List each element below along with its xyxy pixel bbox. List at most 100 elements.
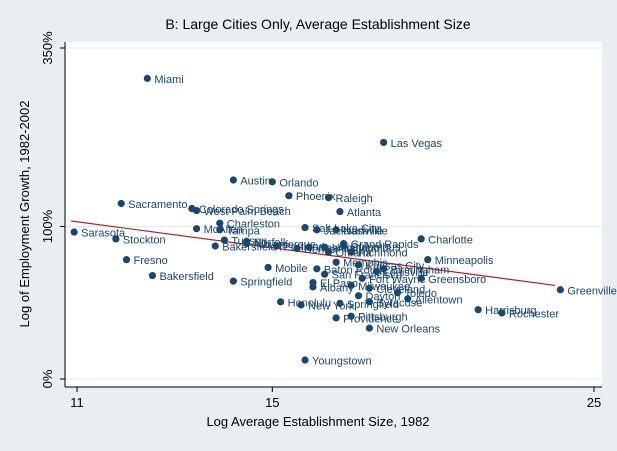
data-point bbox=[474, 306, 482, 314]
point-label: Albany bbox=[320, 282, 354, 294]
point-label: Sacramento bbox=[128, 199, 187, 211]
point-label: Mobile bbox=[275, 263, 307, 275]
y-tick-label: 350% bbox=[40, 31, 55, 65]
point-label: Dayton bbox=[366, 291, 401, 303]
data-point bbox=[372, 267, 381, 276]
data-point bbox=[336, 207, 344, 216]
data-point bbox=[424, 256, 432, 264]
data-point bbox=[264, 263, 272, 272]
point-label: Providence bbox=[343, 313, 398, 325]
data-point bbox=[305, 243, 313, 251]
point-label: Fort Wayne bbox=[369, 274, 425, 286]
data-point bbox=[268, 178, 276, 186]
point-label: Greensboro bbox=[428, 274, 486, 286]
point-label: Springfield bbox=[240, 277, 292, 289]
data-point bbox=[192, 206, 201, 215]
y-tick-label: 100% bbox=[40, 209, 55, 243]
data-point bbox=[313, 265, 321, 273]
data-point bbox=[313, 226, 321, 234]
point-label: Greenville bbox=[567, 285, 617, 297]
data-point bbox=[498, 309, 506, 317]
data-point bbox=[272, 242, 281, 250]
data-point bbox=[354, 261, 363, 269]
data-point bbox=[358, 274, 366, 282]
point-label: Tampa bbox=[227, 225, 261, 237]
data-point bbox=[380, 265, 388, 273]
data-point bbox=[556, 286, 564, 294]
point-label: Sarasota bbox=[81, 228, 126, 240]
data-point bbox=[347, 281, 355, 290]
data-point bbox=[192, 225, 201, 233]
data-point bbox=[229, 176, 237, 184]
point-label: Columbus bbox=[351, 242, 401, 254]
point-label: Nashville bbox=[343, 225, 388, 237]
data-point bbox=[70, 228, 78, 236]
x-tick-label: 11 bbox=[70, 395, 84, 410]
point-label: Fresno bbox=[134, 255, 168, 267]
data-point bbox=[365, 324, 373, 332]
point-label: Miami bbox=[154, 74, 183, 86]
data-point bbox=[354, 292, 363, 300]
data-point bbox=[324, 194, 333, 202]
data-point bbox=[365, 284, 373, 292]
data-point bbox=[112, 235, 120, 243]
point-label: Stockton bbox=[123, 234, 166, 246]
point-label: Austin bbox=[240, 176, 271, 188]
y-tick-label: 0% bbox=[40, 369, 55, 388]
point-label: Indianapolis bbox=[332, 243, 391, 255]
data-point bbox=[211, 242, 219, 250]
data-point bbox=[143, 74, 151, 82]
point-label: Harrisburg bbox=[485, 305, 536, 317]
point-label: Norfolk bbox=[254, 237, 289, 249]
point-label: Youngstown bbox=[312, 356, 372, 368]
point-label: Bakersfield bbox=[159, 271, 213, 283]
data-point bbox=[332, 314, 340, 322]
x-tick-label: 15 bbox=[265, 395, 279, 410]
data-point bbox=[220, 236, 228, 244]
point-label: Bakersfield bbox=[222, 242, 276, 254]
x-tick-label: 25 bbox=[587, 395, 601, 410]
y-axis-label: Log of Employment Growth, 1982-2002 bbox=[17, 101, 32, 328]
data-point bbox=[293, 244, 301, 253]
point-label: Atlanta bbox=[347, 207, 382, 219]
data-point bbox=[285, 192, 293, 200]
x-axis-label: Log Average Establishment Size, 1982 bbox=[206, 414, 429, 429]
point-label: Denver bbox=[304, 244, 340, 256]
data-point bbox=[301, 223, 309, 232]
data-point bbox=[309, 283, 317, 291]
data-point bbox=[393, 289, 402, 297]
point-label: Minneapolis bbox=[435, 255, 494, 267]
point-label: Portland bbox=[283, 242, 324, 254]
point-label: Orlando bbox=[279, 177, 318, 189]
data-point bbox=[117, 199, 125, 208]
data-point bbox=[301, 356, 309, 364]
point-label: Richmond bbox=[358, 248, 408, 260]
point-label: Las Vegas bbox=[391, 138, 443, 150]
data-point bbox=[340, 242, 348, 250]
plot-area bbox=[65, 42, 602, 387]
point-label: New Orleans bbox=[376, 324, 440, 336]
data-point bbox=[365, 298, 373, 306]
data-point bbox=[321, 270, 329, 278]
data-point bbox=[148, 271, 157, 280]
data-point bbox=[324, 248, 333, 256]
point-label: Louisville bbox=[384, 267, 429, 279]
point-label: San Francisco bbox=[332, 270, 402, 282]
data-point bbox=[347, 248, 355, 256]
data-point bbox=[122, 256, 131, 264]
fit-line bbox=[71, 220, 556, 287]
point-label: Birmingham bbox=[391, 264, 450, 276]
point-label: Cleveland bbox=[376, 284, 425, 296]
point-label: Memphis bbox=[343, 258, 388, 270]
data-point bbox=[243, 240, 251, 248]
data-point bbox=[216, 226, 224, 234]
point-label: Rochester bbox=[509, 308, 559, 320]
data-point bbox=[332, 226, 340, 234]
data-point bbox=[297, 301, 305, 309]
point-label: West Palm Beach bbox=[204, 206, 291, 218]
point-label: Springfield bbox=[347, 299, 399, 311]
data-point bbox=[332, 258, 340, 266]
data-point bbox=[277, 298, 285, 306]
